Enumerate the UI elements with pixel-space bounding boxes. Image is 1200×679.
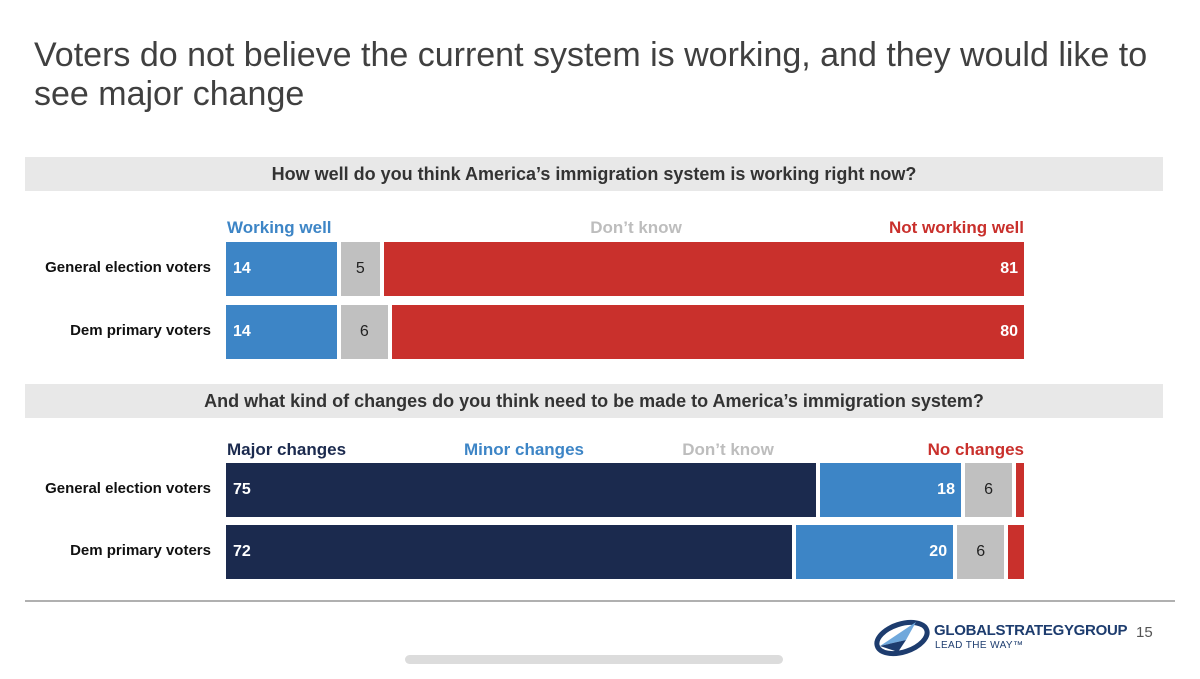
global-strategy-group-logo-icon — [872, 612, 932, 665]
bar-segment: 6 — [957, 525, 1005, 579]
bar-segment: 14 — [226, 242, 337, 296]
logo-name: GLOBALSTRATEGYGROUP — [934, 622, 1128, 639]
legend-minor-changes: Minor changes — [464, 440, 584, 459]
legend-working-well: Working well — [227, 218, 332, 237]
bar-segment — [1008, 525, 1024, 579]
horizontal-scrollbar[interactable] — [405, 655, 783, 664]
bar-segment: 5 — [340, 242, 381, 296]
page-number: 15 — [1136, 624, 1153, 641]
legend-don-t-know: Don’t know — [682, 440, 774, 459]
bar-segment: 20 — [795, 525, 954, 579]
page-title: Voters do not believe the current system… — [34, 36, 1148, 113]
legend-not-working-well: Not working well — [888, 218, 1024, 237]
footer-divider — [25, 600, 1175, 602]
chart-2-question: And what kind of changes do you think ne… — [25, 384, 1163, 418]
row-label: Dem primary voters — [70, 322, 211, 339]
legend-don-t-know: Don’t know — [590, 218, 682, 237]
chart-1-question: How well do you think America’s immigrat… — [25, 157, 1163, 191]
bar-segment: 80 — [392, 305, 1024, 359]
legend-major-changes: Major changes — [227, 440, 347, 459]
logo-tagline: LEAD THE WAY™ — [935, 640, 1024, 651]
bar-segment: 6 — [964, 463, 1013, 517]
bar-segment: 75 — [226, 463, 816, 517]
bar-segment: 18 — [819, 463, 961, 517]
row-label: Dem primary voters — [70, 542, 211, 559]
row-label: General election voters — [45, 480, 211, 497]
legend-no-changes: No changes — [927, 440, 1024, 459]
row-label: General election voters — [45, 259, 211, 276]
bar-segment: 6 — [340, 305, 388, 359]
bar-segment: 81 — [384, 242, 1024, 296]
bar-segment: 72 — [226, 525, 792, 579]
bar-segment: 14 — [226, 305, 337, 359]
bar-segment — [1016, 463, 1024, 517]
